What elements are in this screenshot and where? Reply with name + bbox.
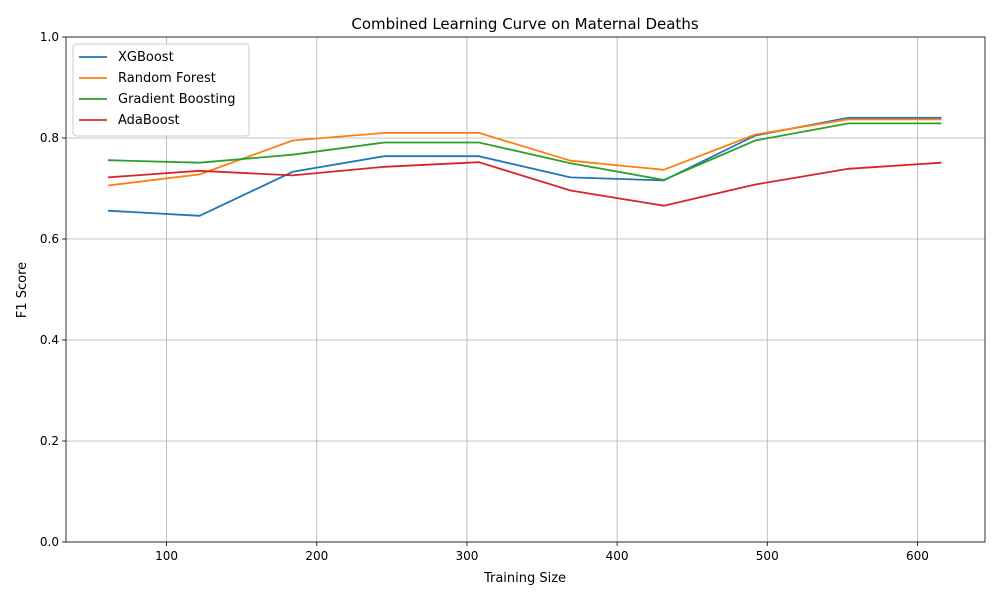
y-tick-label: 0.6 [40,232,59,246]
x-tick-label: 100 [155,549,178,563]
series-line-random-forest [107,118,942,187]
x-tick-label: 500 [756,549,779,563]
series-line-gradient-boosting [107,122,942,181]
y-tick-label: 0.4 [40,333,59,347]
chart-title: Combined Learning Curve on Maternal Deat… [351,15,698,33]
ticks: 100 200 300 400 500 600 0.0 0.2 0.4 0.6 0.8 1.0 [40,30,929,563]
legend-label-random-forest: Random Forest [118,71,216,86]
legend-label-xgboost: XGBoost [118,50,174,65]
y-axis-label: F1 Score [15,262,30,318]
legend-label-gradient-boosting: Gradient Boosting [118,92,236,107]
legend-label-adaboost: AdaBoost [118,113,180,128]
x-tick-label: 300 [455,549,478,563]
x-tick-label: 200 [305,549,328,563]
y-tick-label: 0.8 [40,131,59,145]
y-tick-label: 0.0 [40,535,59,549]
plot-frame [65,36,986,543]
series-line-adaboost [107,161,942,207]
y-tick-label: 1.0 [40,30,59,44]
legend-box [72,43,250,137]
x-tick-label: 600 [906,549,929,563]
x-tick-label: 400 [606,549,629,563]
legend: XGBoost Random Forest Gradient Boosting Ada… [72,43,250,137]
series-lines [107,116,942,217]
y-tick-label: 0.2 [40,434,59,448]
x-axis-label: Training Size [483,571,566,586]
